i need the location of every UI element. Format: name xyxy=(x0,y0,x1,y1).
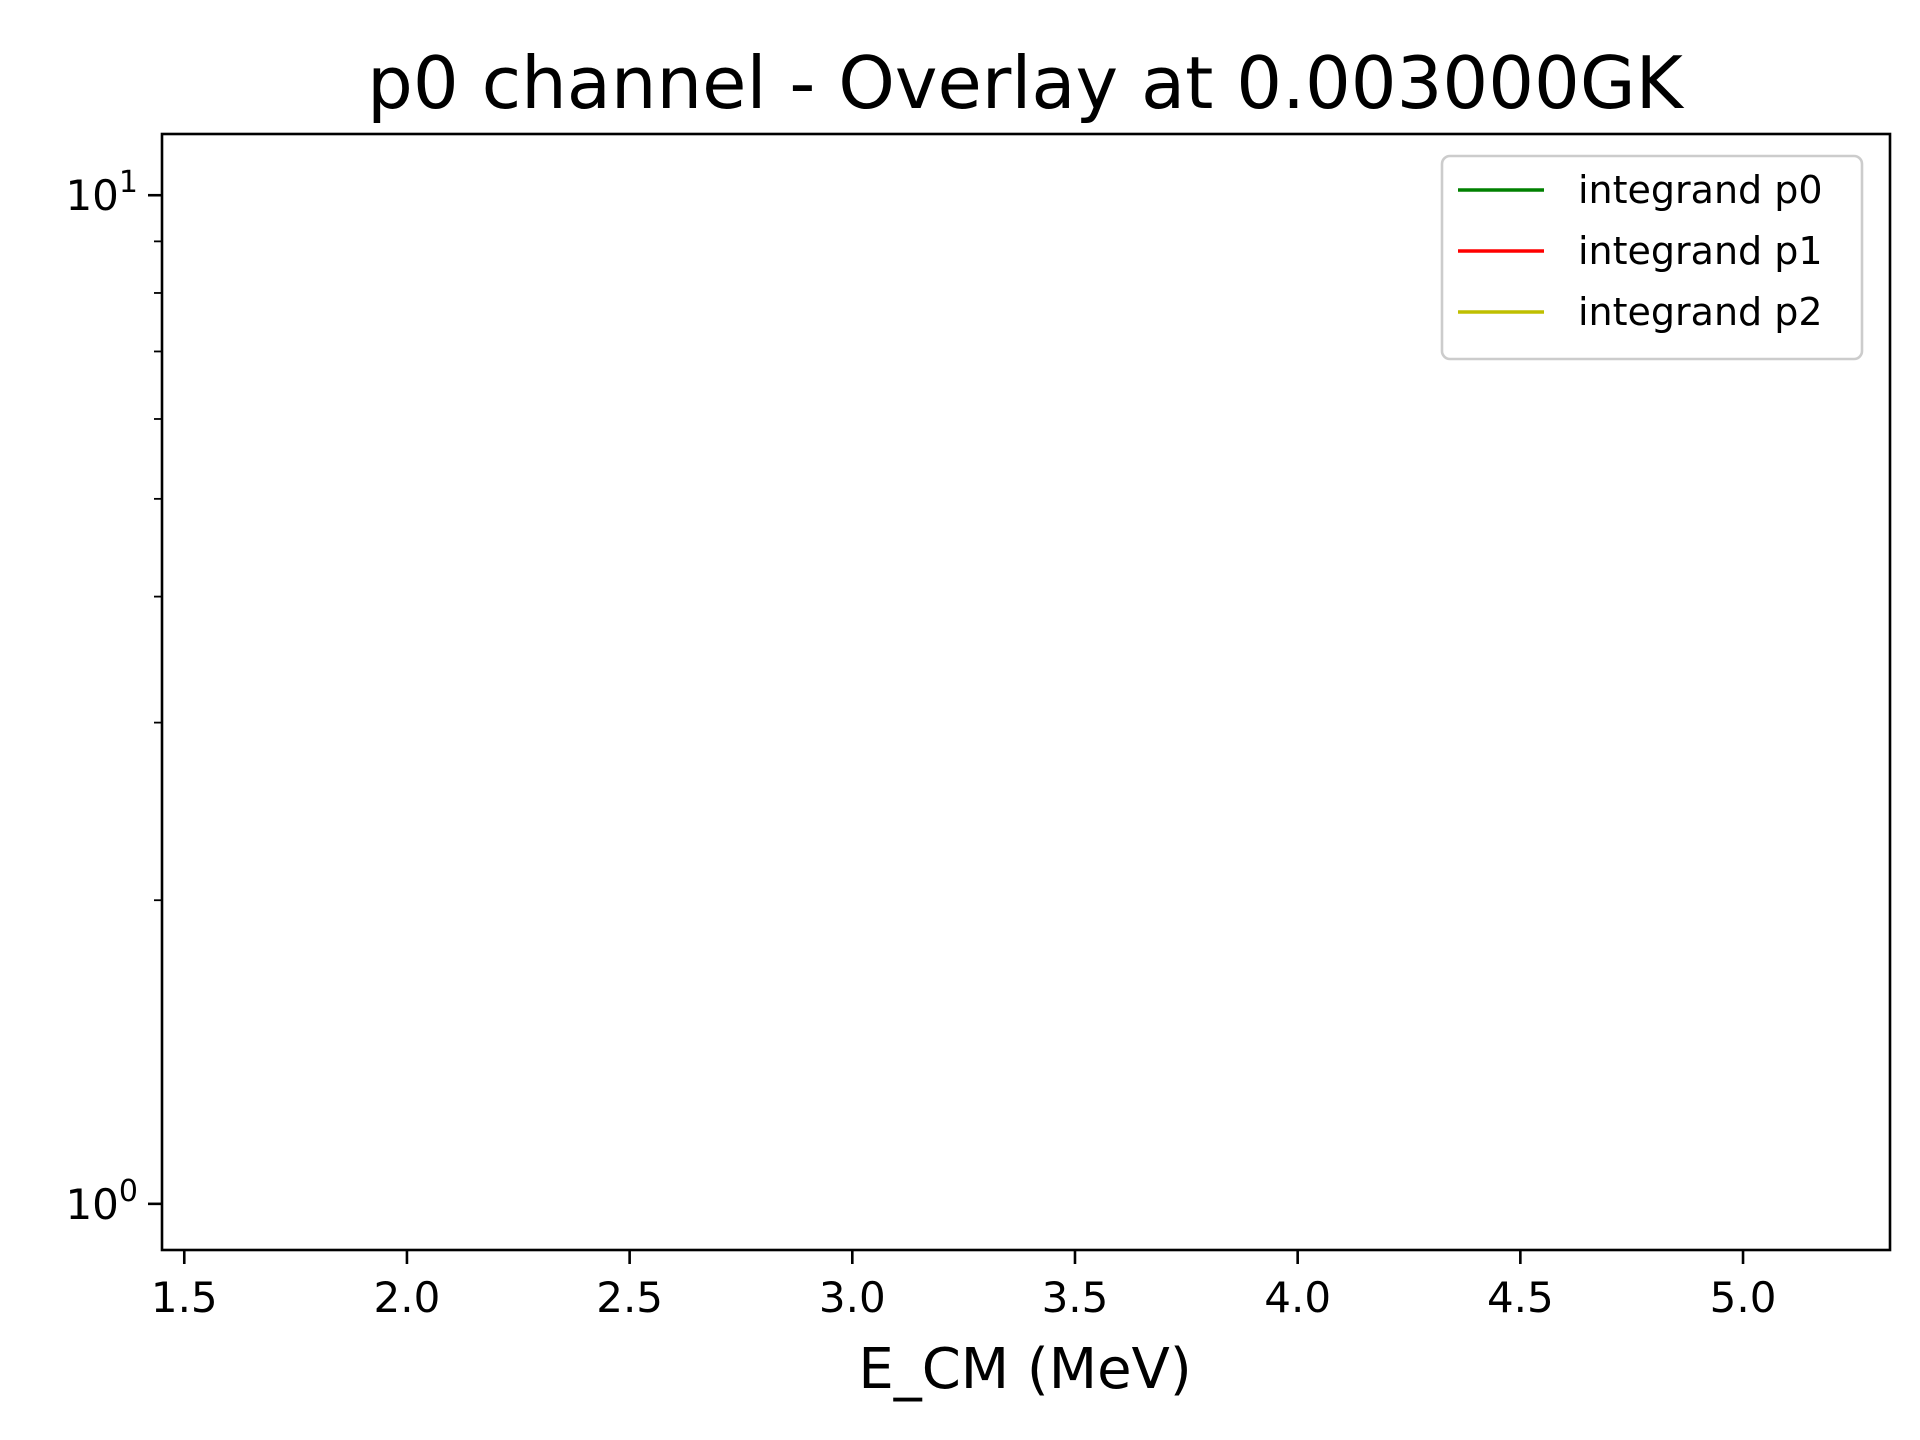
x-tick-label: 2.0 xyxy=(374,1273,441,1322)
x-tick-label: 2.5 xyxy=(596,1273,663,1322)
x-axis-ticks: 1.5 2.0 2.5 3.0 3.5 4.0 4.5 5.0 xyxy=(151,1250,1777,1322)
legend-label: integrand p1 xyxy=(1578,229,1823,273)
legend-box xyxy=(1440,154,1864,361)
chart-title: p0 channel - Overlay at 0.003000GK xyxy=(367,41,1684,125)
y-tick-label: 101 xyxy=(65,165,138,220)
legend-label: integrand p0 xyxy=(1578,168,1823,212)
x-tick-label: 4.5 xyxy=(1487,1273,1554,1322)
legend: integrand p0 integrand p1 integrand p2 xyxy=(1440,154,1864,361)
x-tick-label: 3.5 xyxy=(1042,1273,1109,1322)
y-tick-label: 100 xyxy=(65,1174,138,1229)
y-axis-ticks: 100 101 xyxy=(65,165,162,1229)
x-tick-label: 5.0 xyxy=(1710,1273,1777,1322)
x-axis-label: E_CM (MeV) xyxy=(858,1337,1191,1402)
x-tick-label: 4.0 xyxy=(1264,1273,1331,1322)
legend-label: integrand p2 xyxy=(1578,290,1823,334)
x-tick-label: 3.0 xyxy=(819,1273,886,1322)
x-tick-label: 1.5 xyxy=(151,1273,218,1322)
